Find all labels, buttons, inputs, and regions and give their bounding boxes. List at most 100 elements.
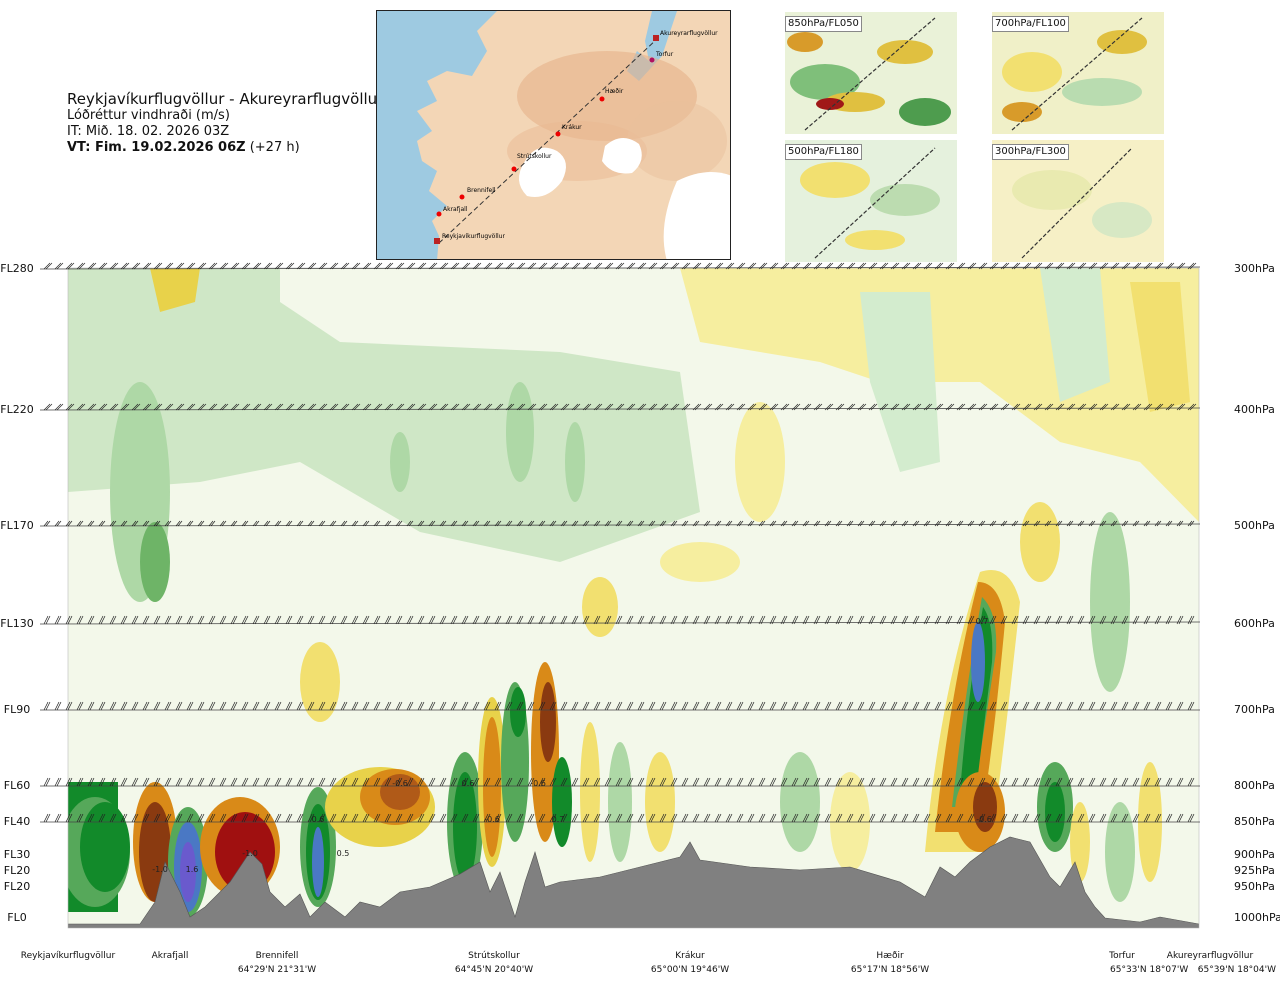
wind-barb — [890, 777, 898, 787]
wind-barb — [835, 520, 843, 527]
waypoint-name: Strútskollur — [468, 951, 520, 961]
wind-barb — [802, 615, 810, 625]
wind-barb — [263, 777, 271, 787]
wind-barb — [956, 520, 964, 527]
wind-barb — [758, 615, 766, 625]
wind-barb — [835, 701, 843, 711]
wind-barb — [285, 777, 293, 787]
wind-barb — [538, 701, 546, 711]
wind-barb — [395, 262, 405, 270]
wind-barb — [637, 777, 645, 787]
wind-barb — [296, 262, 306, 270]
wind-barb — [648, 615, 656, 625]
wind-barb — [439, 520, 447, 527]
wind-barb — [626, 701, 634, 711]
pressure-tick-label: 900hPa — [1234, 848, 1275, 861]
wind-barb — [890, 262, 900, 270]
wind-barb — [1165, 403, 1175, 411]
wind-barb — [87, 777, 95, 787]
wind-barb — [43, 615, 51, 625]
wind-barb — [846, 520, 854, 527]
wind-barb — [384, 520, 392, 527]
wind-barb — [582, 520, 590, 527]
inset-label: 300hPa/FL300 — [992, 144, 1069, 160]
wind-barb — [692, 813, 700, 823]
wind-barb — [87, 701, 95, 711]
title-block: Reykjavíkurflugvöllur - Akureyrarflugvöl… — [67, 90, 383, 156]
wind-barb — [648, 262, 658, 270]
wind-barb — [1011, 813, 1019, 823]
wind-barb — [1011, 777, 1019, 787]
wind-barb — [131, 701, 139, 711]
pressure-tick-label: 950hPa — [1234, 880, 1275, 893]
wind-barb — [461, 262, 471, 270]
wind-barb — [472, 813, 480, 823]
extremum-label: 0.6 — [462, 779, 475, 788]
waypoint-name: Hæðir — [876, 951, 904, 961]
wind-barb — [1099, 701, 1107, 711]
wind-barb — [472, 615, 480, 625]
wind-barb — [417, 403, 427, 411]
wind-barb — [87, 813, 95, 823]
map-label-akureyrarflugvollur: Akureyrarflugvöllur — [660, 30, 718, 37]
wind-barb — [483, 520, 491, 527]
wind-barb — [846, 262, 856, 270]
wind-barb — [1187, 262, 1197, 270]
wind-barb — [824, 520, 832, 527]
wind-barb — [208, 520, 216, 527]
wind-barb — [1121, 520, 1129, 527]
wind-barb — [461, 701, 469, 711]
wind-barb — [593, 403, 603, 411]
wind-barb — [1011, 262, 1021, 270]
wind-barb — [384, 403, 394, 411]
wind-barb — [120, 813, 128, 823]
wind-barb — [978, 403, 988, 411]
fl-tick-label: FL60 — [3, 779, 31, 792]
waypoint-coord: 65°17'N 18°56'W — [850, 965, 930, 975]
wind-barb — [857, 262, 867, 270]
wind-barb — [373, 403, 383, 411]
wind-barb — [274, 262, 284, 270]
wind-barb — [362, 403, 372, 411]
wind-barb — [835, 403, 845, 411]
wind-barb — [923, 701, 931, 711]
wind-barb — [65, 520, 73, 527]
wind-barb — [912, 615, 920, 625]
wind-barb — [186, 701, 194, 711]
wind-barb — [912, 701, 920, 711]
wind-barb — [1055, 262, 1065, 270]
wind-barb — [505, 813, 513, 823]
wind-barb — [1132, 777, 1140, 787]
wind-barb — [593, 813, 601, 823]
wind-barb — [428, 403, 438, 411]
wind-barb — [296, 777, 304, 787]
wind-barb — [1176, 520, 1184, 527]
wind-barb — [98, 701, 106, 711]
wind-barb — [1099, 520, 1107, 527]
wind-barb — [197, 262, 207, 270]
wind-barb — [758, 813, 766, 823]
wind-barb — [956, 262, 966, 270]
wind-barb — [758, 701, 766, 711]
wind-barb — [934, 520, 942, 527]
wind-barb — [1022, 615, 1030, 625]
wind-barb — [439, 813, 447, 823]
wind-barb — [989, 813, 997, 823]
wind-barb — [1000, 777, 1008, 787]
wind-barb — [857, 615, 865, 625]
wind-barb — [1176, 615, 1184, 625]
wind-barb — [1132, 520, 1140, 527]
wind-barb — [879, 615, 887, 625]
wind-barb — [450, 403, 460, 411]
wind-barb — [384, 813, 392, 823]
map-label-brennifell: Brennifell — [467, 187, 496, 194]
wind-barb — [208, 262, 218, 270]
wind-barb — [670, 813, 678, 823]
wind-barb — [1176, 813, 1184, 823]
wind-barb — [967, 520, 975, 527]
wind-barb — [1099, 777, 1107, 787]
wind-barb — [76, 813, 84, 823]
wind-barb — [329, 777, 337, 787]
wind-barb — [1165, 777, 1173, 787]
wind-barb — [450, 520, 458, 527]
